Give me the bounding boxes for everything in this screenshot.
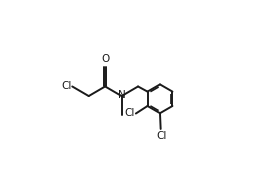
Text: N: N — [118, 90, 126, 100]
Text: Cl: Cl — [157, 131, 167, 141]
Text: Cl: Cl — [125, 108, 135, 118]
Text: O: O — [101, 54, 109, 64]
Text: Cl: Cl — [61, 82, 72, 91]
